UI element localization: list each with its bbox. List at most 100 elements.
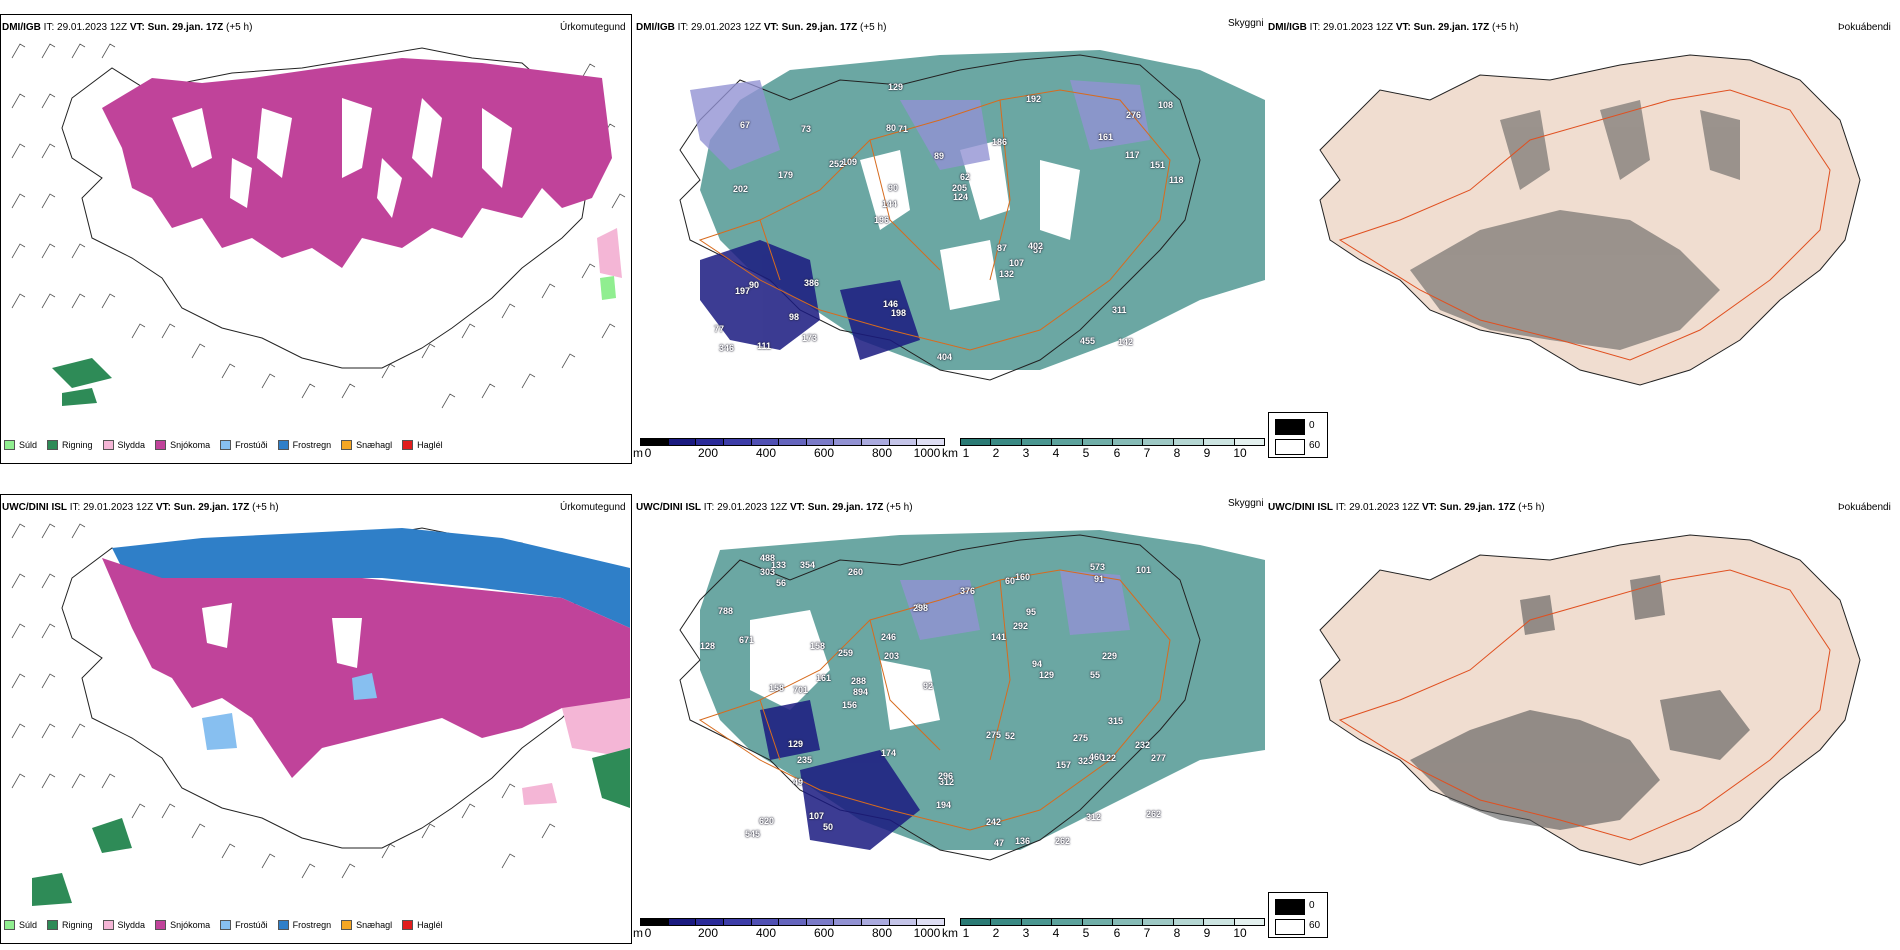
wind-barbs [11,523,556,879]
legend-item: Snæhagl [341,440,392,450]
tick-label: 1 [962,446,970,460]
cloud-height-label: 186 [992,137,1008,147]
cloud-height-label: 205 [952,183,968,193]
precip-map-top [11,43,626,409]
cloud-height-label: 161 [816,673,832,683]
cbar-cell [1204,439,1235,445]
tick-label: 2 [992,446,1000,460]
cloud-map-bottom [679,530,1265,861]
fog-roads [1338,89,1831,361]
visibility-colorbar-top [960,438,1265,446]
tick-label: 1000 [913,926,941,940]
clear-gaps [860,140,1080,310]
cloud-height-label: 129 [888,82,904,92]
cloud-height-label: 386 [804,278,820,288]
cbar-cell [862,919,890,925]
tick-label: 7 [1143,926,1151,940]
visibility-colorbar-bottom [960,918,1265,926]
cloud-height-label: 62 [960,172,971,182]
cbar-cell [1052,919,1083,925]
tick-label: 9 [1203,446,1211,460]
cloud-height-label: 157 [1056,760,1072,770]
cbar-cell [723,439,752,445]
legend-swatch [341,440,353,450]
cloud-base-colorbar-bottom [640,918,945,926]
cloud-height-label: 376 [960,586,976,596]
fog-key-value: 0 [1309,420,1315,431]
legend-swatch [102,440,114,450]
legend-item: Rigning [47,920,93,930]
cloud-height-label: 259 [838,648,854,658]
cloud-height-label: 346 [719,343,735,353]
fog-key-swatch [1275,419,1305,435]
fog-map-bottom [1319,534,1861,866]
precip-title-top: DMI/IGB IT: 29.01.2023 12Z VT: Sun. 29.j… [2,22,253,33]
cloud-height-label: 260 [848,567,864,577]
cloud-height-label: 107 [809,811,825,821]
cloud-height-label: 275 [986,730,1002,740]
cloud-height-label: 788 [718,606,734,616]
cbar-cell [723,919,752,925]
cbar-cell [1113,919,1144,925]
tick-label: 8 [1173,446,1181,460]
cloud-height-label: 129 [1039,670,1055,680]
snow-gaps [172,98,512,218]
visibility-unit-top: km [942,446,958,460]
cbar-cell [834,919,863,925]
cloud-height-label: 87 [997,243,1008,253]
legend-swatch [4,920,15,930]
cloud-title-bottom: UWC/DINI ISL IT: 29.01.2023 12Z VT: Sun.… [636,502,913,513]
tick-label: 10 [1233,926,1247,940]
legend-item: Frostúði [220,440,268,450]
cloud-height-label: 146 [883,299,899,309]
legend-item: Slydda [102,440,145,450]
cloud-height-label: 242 [986,817,1002,827]
cloud-height-label: 124 [953,192,969,202]
cloud-height-label: 90 [888,183,899,193]
cloud-height-label: 71 [898,124,909,134]
cloud-height-label: 128 [700,641,716,651]
legend-item: Frostregn [277,920,331,930]
cloud-height-label: 262 [1146,809,1162,819]
cloud-height-label: 144 [882,199,898,209]
cbar-cell [1234,439,1265,445]
legend-swatch [155,440,167,450]
cloud-height-label: 315 [1108,716,1124,726]
cloud-height-label: 194 [936,800,952,810]
cbar-cell [806,919,835,925]
cloud-height-label: 158 [810,641,826,651]
fog-roads [1338,569,1831,841]
clear-gaps [750,610,940,730]
cloud-height-label: 312 [939,777,955,787]
cloud-height-label: 73 [801,124,812,134]
cbar-cell [1173,439,1205,445]
precip-legend-top: Súld Rigning Slydda Snjókoma Frostúði Fr… [4,440,443,450]
cloud-height-label: 296 [938,771,954,781]
legend-swatch [402,440,414,450]
cbar-cell [751,439,780,445]
cloud-height-label: 229 [1102,651,1118,661]
cbar-cell [1204,919,1235,925]
mid-cloud [690,80,1150,170]
cloud-height-label: 235 [797,755,813,765]
fog-key-swatch [1275,439,1305,455]
cloud-height-label: 288 [851,676,867,686]
cloud-height-label: 151 [1150,160,1166,170]
precip-legend-bottom: Súld Rigning Slydda Snjókoma Frostúði Fr… [4,920,443,930]
tick-label: 5 [1082,926,1090,940]
cloud-height-label: 545 [745,829,761,839]
cloud-base-colorbar-top [640,438,945,446]
legend-swatch [47,440,59,450]
cloud-height-label: 460 [1089,752,1105,762]
cloud-height-label: 95 [1026,607,1037,617]
cloud-height-label: 311 [1112,305,1127,315]
fog-signal [1410,100,1740,350]
fog-title-bottom: UWC/DINI ISL IT: 29.01.2023 12Z VT: Sun.… [1268,502,1545,513]
cloud-height-label: 323 [1078,756,1094,766]
tick-label: 4 [1052,926,1060,940]
legend-item: Slydda [102,920,145,930]
cloud-base-unit-top: m [633,446,643,460]
cloud-height-label: 192 [1026,94,1042,104]
cloud-height-label: 108 [1158,100,1174,110]
cloud-height-label: 64 [916,602,927,612]
